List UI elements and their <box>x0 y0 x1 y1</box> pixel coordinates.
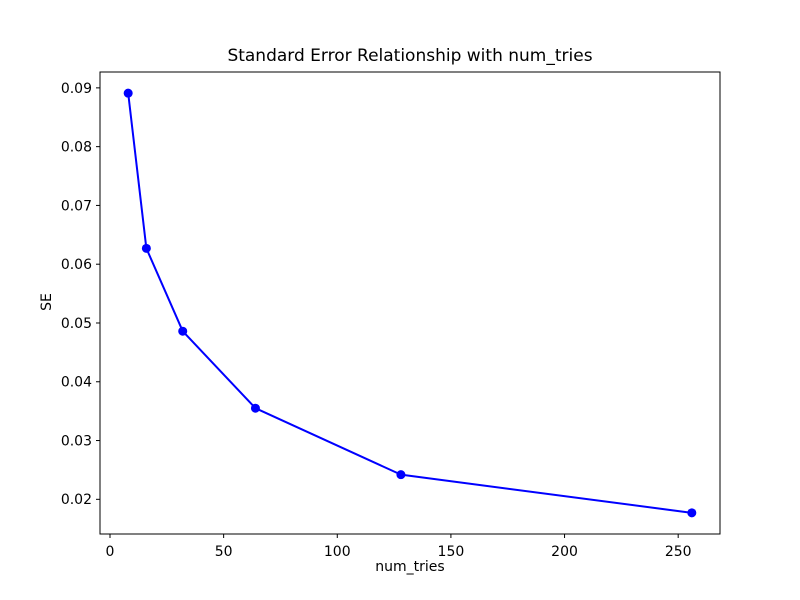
x-tick-label: 250 <box>665 544 692 560</box>
y-tick-label: 0.08 <box>61 140 92 156</box>
y-tick-label: 0.09 <box>61 81 92 97</box>
y-tick-label: 0.06 <box>61 257 92 273</box>
data-point-marker <box>250 403 260 413</box>
x-tick-label: 50 <box>215 544 233 560</box>
y-axis-label: SE <box>39 293 55 311</box>
x-tick-label: 0 <box>106 544 115 560</box>
data-point-marker <box>141 243 151 253</box>
data-point-marker <box>123 88 133 98</box>
x-tick-label: 100 <box>324 544 351 560</box>
y-tick-label: 0.07 <box>61 198 92 214</box>
data-point-marker <box>396 470 406 480</box>
y-tick-label: 0.03 <box>61 433 92 449</box>
x-axis-label: num_tries <box>375 559 445 575</box>
axes-frame <box>99 71 721 535</box>
y-tick-label: 0.05 <box>61 316 92 332</box>
y-tick-label: 0.04 <box>61 375 92 391</box>
data-line <box>127 93 692 514</box>
x-tick-label: 200 <box>551 544 578 560</box>
chart-title: Standard Error Relationship with num_tri… <box>227 46 593 66</box>
data-point-marker <box>687 508 697 518</box>
data-point-marker <box>178 326 188 336</box>
y-tick-label: 0.02 <box>61 492 92 508</box>
x-tick-label: 150 <box>438 544 465 560</box>
